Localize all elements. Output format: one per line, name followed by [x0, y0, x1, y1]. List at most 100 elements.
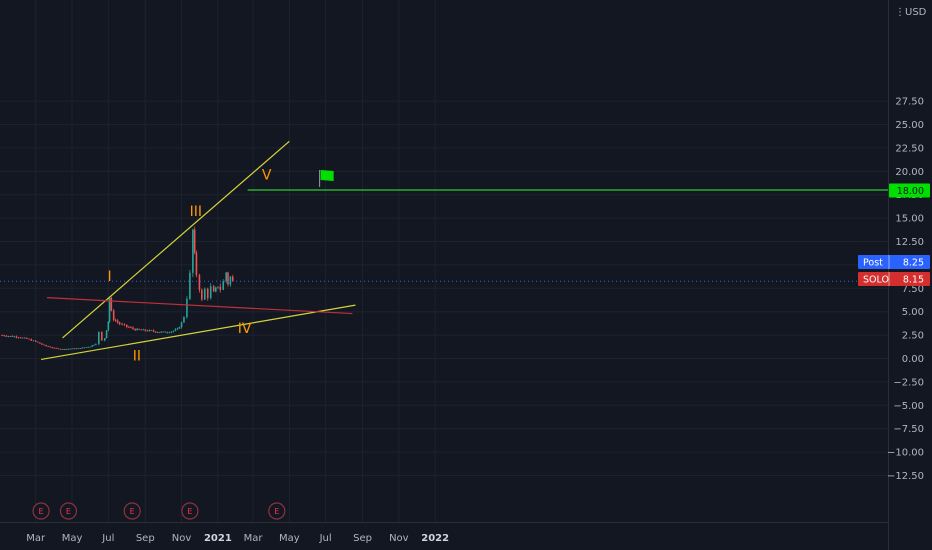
- time-tick-label: 2021: [204, 533, 232, 544]
- price-tick-label: −5.00: [893, 401, 924, 412]
- candle-body: [95, 343, 97, 345]
- time-axis[interactable]: Mar May Jul Sep Nov 2021 Mar May Jul Sep Nov 2022: [0, 522, 888, 545]
- candle-body: [93, 344, 95, 346]
- candle-body: [176, 328, 179, 330]
- candle-body: [148, 330, 151, 332]
- candle-body: [25, 337, 28, 339]
- earnings-marker-label: E: [130, 507, 135, 516]
- candle-body: [186, 298, 188, 317]
- earnings-marker[interactable]: [123, 502, 141, 520]
- upper-trendline[interactable]: [62, 140, 290, 339]
- candle-body: [61, 349, 64, 350]
- earnings-marker[interactable]: [268, 502, 286, 520]
- candle-body: [132, 327, 134, 329]
- time-tick-label: Mar: [26, 533, 46, 544]
- price-tick-label: 20.00: [895, 167, 924, 178]
- candle-body: [146, 330, 149, 332]
- candle-body: [108, 297, 111, 322]
- time-tick-label: Mar: [244, 533, 264, 544]
- candle-body: [231, 276, 234, 282]
- candle-body: [23, 337, 26, 339]
- price-tag-value: 8.25: [903, 258, 924, 269]
- candle-body: [75, 348, 77, 350]
- candle-body: [160, 331, 163, 333]
- candle-body: [63, 349, 66, 350]
- candle-body: [77, 348, 80, 349]
- candle-body: [55, 347, 58, 349]
- candle-body: [209, 286, 212, 299]
- candle-body: [37, 341, 39, 343]
- candle-body: [9, 336, 12, 337]
- price-tick-label: 15.00: [895, 214, 924, 225]
- candle-body: [219, 286, 222, 290]
- candle-body: [128, 326, 130, 328]
- price-tick-label: 2.50: [902, 331, 924, 342]
- price-tags: 18.00 Post 8.25 SOLO 8.15: [858, 183, 930, 286]
- candle-body: [214, 287, 217, 292]
- candle-body: [164, 331, 166, 333]
- candle-body: [19, 337, 22, 339]
- candle-body: [142, 329, 145, 331]
- candle-body: [79, 348, 82, 349]
- candle-body: [174, 329, 177, 331]
- candle-body: [229, 276, 232, 285]
- candle-body: [89, 346, 92, 348]
- candle-body: [17, 337, 20, 339]
- price-tick-label: 12.50: [895, 237, 924, 248]
- flag-icon[interactable]: [320, 169, 334, 181]
- candle-body: [21, 337, 24, 339]
- time-tick-label: May: [62, 533, 83, 544]
- candle-body: [57, 348, 60, 350]
- earnings-marker[interactable]: [59, 502, 78, 520]
- candle-body: [49, 346, 51, 348]
- candle-body: [162, 331, 164, 333]
- trend-drawings[interactable]: [0, 140, 888, 361]
- candle-body: [87, 346, 90, 348]
- time-tick-label: Nov: [172, 533, 192, 544]
- candle-body: [45, 345, 47, 346]
- candle-body: [118, 322, 121, 325]
- grid-lines: [0, 0, 888, 522]
- candle-body: [1, 335, 3, 336]
- candle-body: [69, 348, 71, 350]
- candle-body: [189, 272, 191, 299]
- price-tick-label: −12.50: [887, 471, 924, 482]
- price-tick-label: −2.50: [893, 377, 924, 388]
- red-line[interactable]: [46, 297, 353, 315]
- candle-body: [140, 329, 143, 331]
- price-tick-label: −7.50: [893, 424, 924, 435]
- candle-body: [34, 340, 37, 342]
- currency-label[interactable]: USD: [905, 7, 927, 18]
- candle-body: [156, 332, 159, 333]
- candle-body: [225, 272, 228, 282]
- price-tick-label: 0.00: [902, 354, 924, 365]
- candle-body: [3, 335, 5, 337]
- candle-body: [67, 348, 70, 350]
- candle-body: [193, 229, 196, 253]
- candle-body: [100, 331, 103, 341]
- earnings-marker-label: E: [66, 507, 71, 516]
- price-tag-solo: [858, 272, 930, 286]
- candle-body: [105, 330, 108, 339]
- axis-menu-icon[interactable]: ⋮: [895, 7, 905, 18]
- time-tick-label: May: [279, 533, 300, 544]
- earnings-marker[interactable]: [181, 502, 199, 520]
- earnings-marker[interactable]: [32, 502, 50, 520]
- candle-body: [180, 322, 183, 328]
- time-tick-label: 2022: [421, 533, 449, 544]
- price-tick-label: 27.50: [895, 97, 924, 108]
- candle-body: [192, 229, 194, 273]
- candle-body: [15, 336, 18, 338]
- price-tag-label: SOLO: [863, 275, 889, 286]
- candle-body: [136, 328, 138, 331]
- candle-body: [114, 320, 117, 321]
- candle-body: [116, 320, 119, 323]
- wave-label-i: I: [107, 269, 111, 285]
- candle-body: [121, 324, 123, 325]
- price-tag-target: [889, 183, 930, 198]
- lower-trendline[interactable]: [40, 304, 356, 361]
- candle-body: [134, 328, 136, 331]
